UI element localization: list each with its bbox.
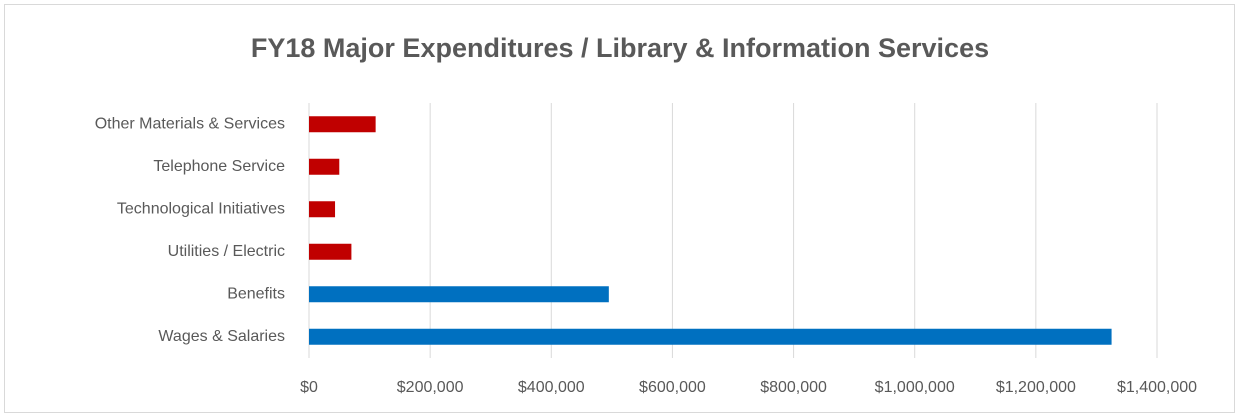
y-tick-label: Utilities / Electric (168, 243, 285, 260)
bar (309, 286, 609, 303)
bar (309, 116, 376, 133)
x-tick-label: $1,000,000 (875, 379, 955, 396)
y-tick-label: Other Materials & Services (95, 115, 285, 132)
x-tick-label: $0 (300, 379, 318, 396)
x-tick-label: $400,000 (518, 379, 585, 396)
bar (309, 328, 1112, 345)
y-tick-label: Benefits (227, 285, 285, 302)
y-tick-label: Wages & Salaries (158, 328, 285, 345)
y-tick-label: Telephone Service (153, 158, 285, 175)
bar (309, 243, 352, 260)
x-tick-label: $1,400,000 (1117, 379, 1197, 396)
x-tick-label: $200,000 (397, 379, 464, 396)
chart-title: FY18 Major Expenditures / Library & Info… (251, 33, 989, 63)
bar (309, 158, 340, 175)
bar (309, 201, 336, 218)
y-tick-label: Technological Initiatives (117, 200, 285, 217)
x-tick-label: $600,000 (639, 379, 706, 396)
x-tick-label: $1,200,000 (996, 379, 1076, 396)
x-tick-label: $800,000 (760, 379, 827, 396)
